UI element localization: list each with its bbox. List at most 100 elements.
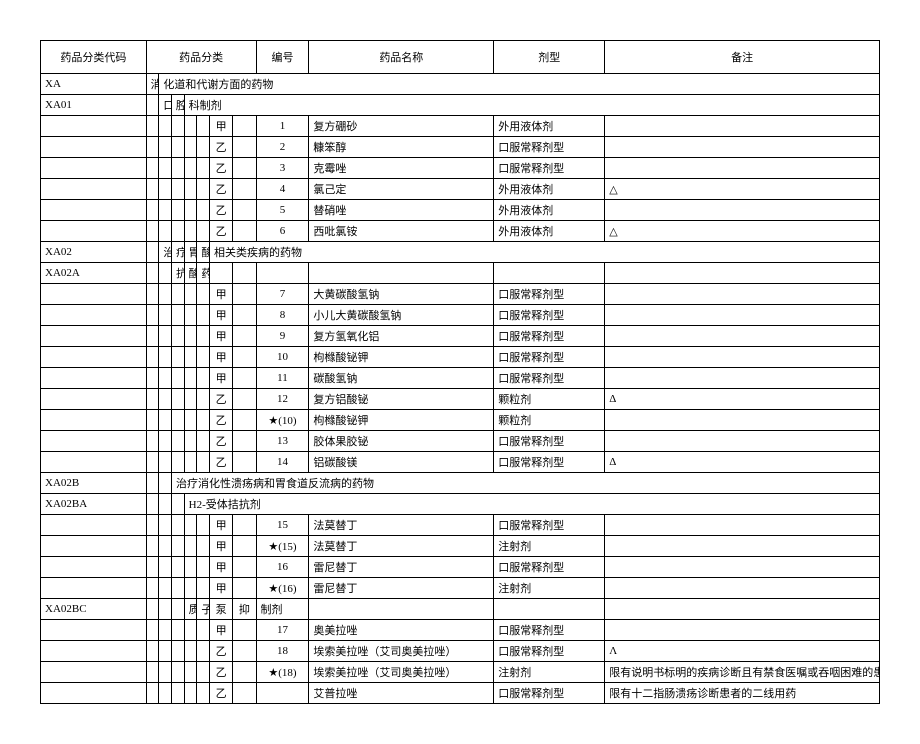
cell-class: 甲 [210, 284, 233, 305]
cell-sub [146, 662, 159, 683]
cell-sub [197, 221, 210, 242]
cell-sub [159, 599, 172, 620]
cell-sub [184, 116, 197, 137]
cell-category-span: 科制剂 [184, 95, 879, 116]
cell-sub [172, 620, 185, 641]
cell-sub [172, 410, 185, 431]
cell-sub [146, 557, 159, 578]
col-number: 编号 [256, 41, 309, 74]
cell-number: ★(15) [256, 536, 309, 557]
cell-number: 2 [256, 137, 309, 158]
cell-sub [172, 221, 185, 242]
cell-sub [159, 263, 172, 284]
cell-dosage: 外用液体剂 [494, 200, 605, 221]
cell-sub [184, 326, 197, 347]
col-code: 药品分类代码 [41, 41, 147, 74]
cell-sub [146, 347, 159, 368]
table-row: 乙6西吡氯铵外用液体剂△ [41, 221, 880, 242]
cell-remark: Δ [605, 452, 880, 473]
cell-remark [605, 116, 880, 137]
cell-sub [146, 368, 159, 389]
cell-sub [233, 557, 256, 578]
cell-sub [233, 410, 256, 431]
cell-sub [159, 578, 172, 599]
cell-sub: 治 [159, 242, 172, 263]
table-row: XA02B治疗消化性溃疡病和胃食道反流病的药物 [41, 473, 880, 494]
cell-sub [172, 305, 185, 326]
table-row: 甲9复方氢氧化铝口服常释剂型 [41, 326, 880, 347]
cell-sub [197, 431, 210, 452]
cell-dosage: 口服常释剂型 [494, 431, 605, 452]
cell-sub [159, 431, 172, 452]
cell-name: 复方硼砂 [309, 116, 494, 137]
cell-code [41, 284, 147, 305]
cell-code [41, 662, 147, 683]
cell-sub [197, 305, 210, 326]
cell-sub [184, 347, 197, 368]
col-dosage: 剂型 [494, 41, 605, 74]
cell-sub [197, 158, 210, 179]
cell-name: 替硝唑 [309, 200, 494, 221]
cell-code: XA01 [41, 95, 147, 116]
cell-sub: 腔 [172, 95, 185, 116]
cell-sub [146, 389, 159, 410]
cell-sub [233, 221, 256, 242]
cell-sub [233, 326, 256, 347]
cell-sub [146, 305, 159, 326]
table-row: 乙12复方铝酸铋颗粒剂Δ [41, 389, 880, 410]
cell-sub [172, 515, 185, 536]
cell-category-span: H2-受体拮抗剂 [184, 494, 879, 515]
cell-sub [184, 515, 197, 536]
cell-sub [197, 347, 210, 368]
cell-sub [233, 137, 256, 158]
table-row: 甲8小儿大黄碳酸氢钠口服常释剂型 [41, 305, 880, 326]
cell-sub: 抗 [172, 263, 185, 284]
cell-class: 甲 [210, 368, 233, 389]
cell-remark [605, 137, 880, 158]
cell-sub [172, 662, 185, 683]
cell-sub [197, 137, 210, 158]
cell-name: 复方氢氧化铝 [309, 326, 494, 347]
cell-sub [146, 578, 159, 599]
cell-sub [146, 473, 159, 494]
cell-sub [197, 452, 210, 473]
cell-name: 枸橼酸铋钾 [309, 410, 494, 431]
cell-remark [605, 158, 880, 179]
cell-name: 铝碳酸镁 [309, 452, 494, 473]
cell-sub [172, 116, 185, 137]
cell-sub [146, 536, 159, 557]
cell-name: 克霉唑 [309, 158, 494, 179]
cell-sub [159, 200, 172, 221]
cell-code: XA02B [41, 473, 147, 494]
table-row: 甲1复方硼砂外用液体剂 [41, 116, 880, 137]
cell-remark [605, 368, 880, 389]
table-row: 甲17奥美拉唑口服常释剂型 [41, 620, 880, 641]
table-row: 乙★(10)枸橼酸铋钾颗粒剂 [41, 410, 880, 431]
table-row: XA02BA H2-受体拮抗剂 [41, 494, 880, 515]
cell-code: XA02BA [41, 494, 147, 515]
cell-sub [197, 557, 210, 578]
cell-code [41, 431, 147, 452]
cell-number: 15 [256, 515, 309, 536]
cell-sub [233, 389, 256, 410]
cell-sub [197, 662, 210, 683]
cell-sub [184, 137, 197, 158]
cell-remark [605, 410, 880, 431]
cell-sub [184, 284, 197, 305]
cell-sub [172, 683, 185, 704]
cell-class: 甲 [210, 620, 233, 641]
cell-sub: 疗 [172, 242, 185, 263]
cell-dosage: 外用液体剂 [494, 221, 605, 242]
cell-dosage: 口服常释剂型 [494, 557, 605, 578]
cell-remark [605, 431, 880, 452]
cell-sub [233, 368, 256, 389]
cell-sub: 酸 [197, 242, 210, 263]
cell-sub [172, 557, 185, 578]
cell-number: 11 [256, 368, 309, 389]
table-row: 乙18埃索美拉唑（艾司奥美拉唑）口服常释剂型Λ [41, 641, 880, 662]
cell-remark: △ [605, 179, 880, 200]
cell-sub [146, 326, 159, 347]
cell-code [41, 578, 147, 599]
cell-number [256, 683, 309, 704]
cell-number: 17 [256, 620, 309, 641]
